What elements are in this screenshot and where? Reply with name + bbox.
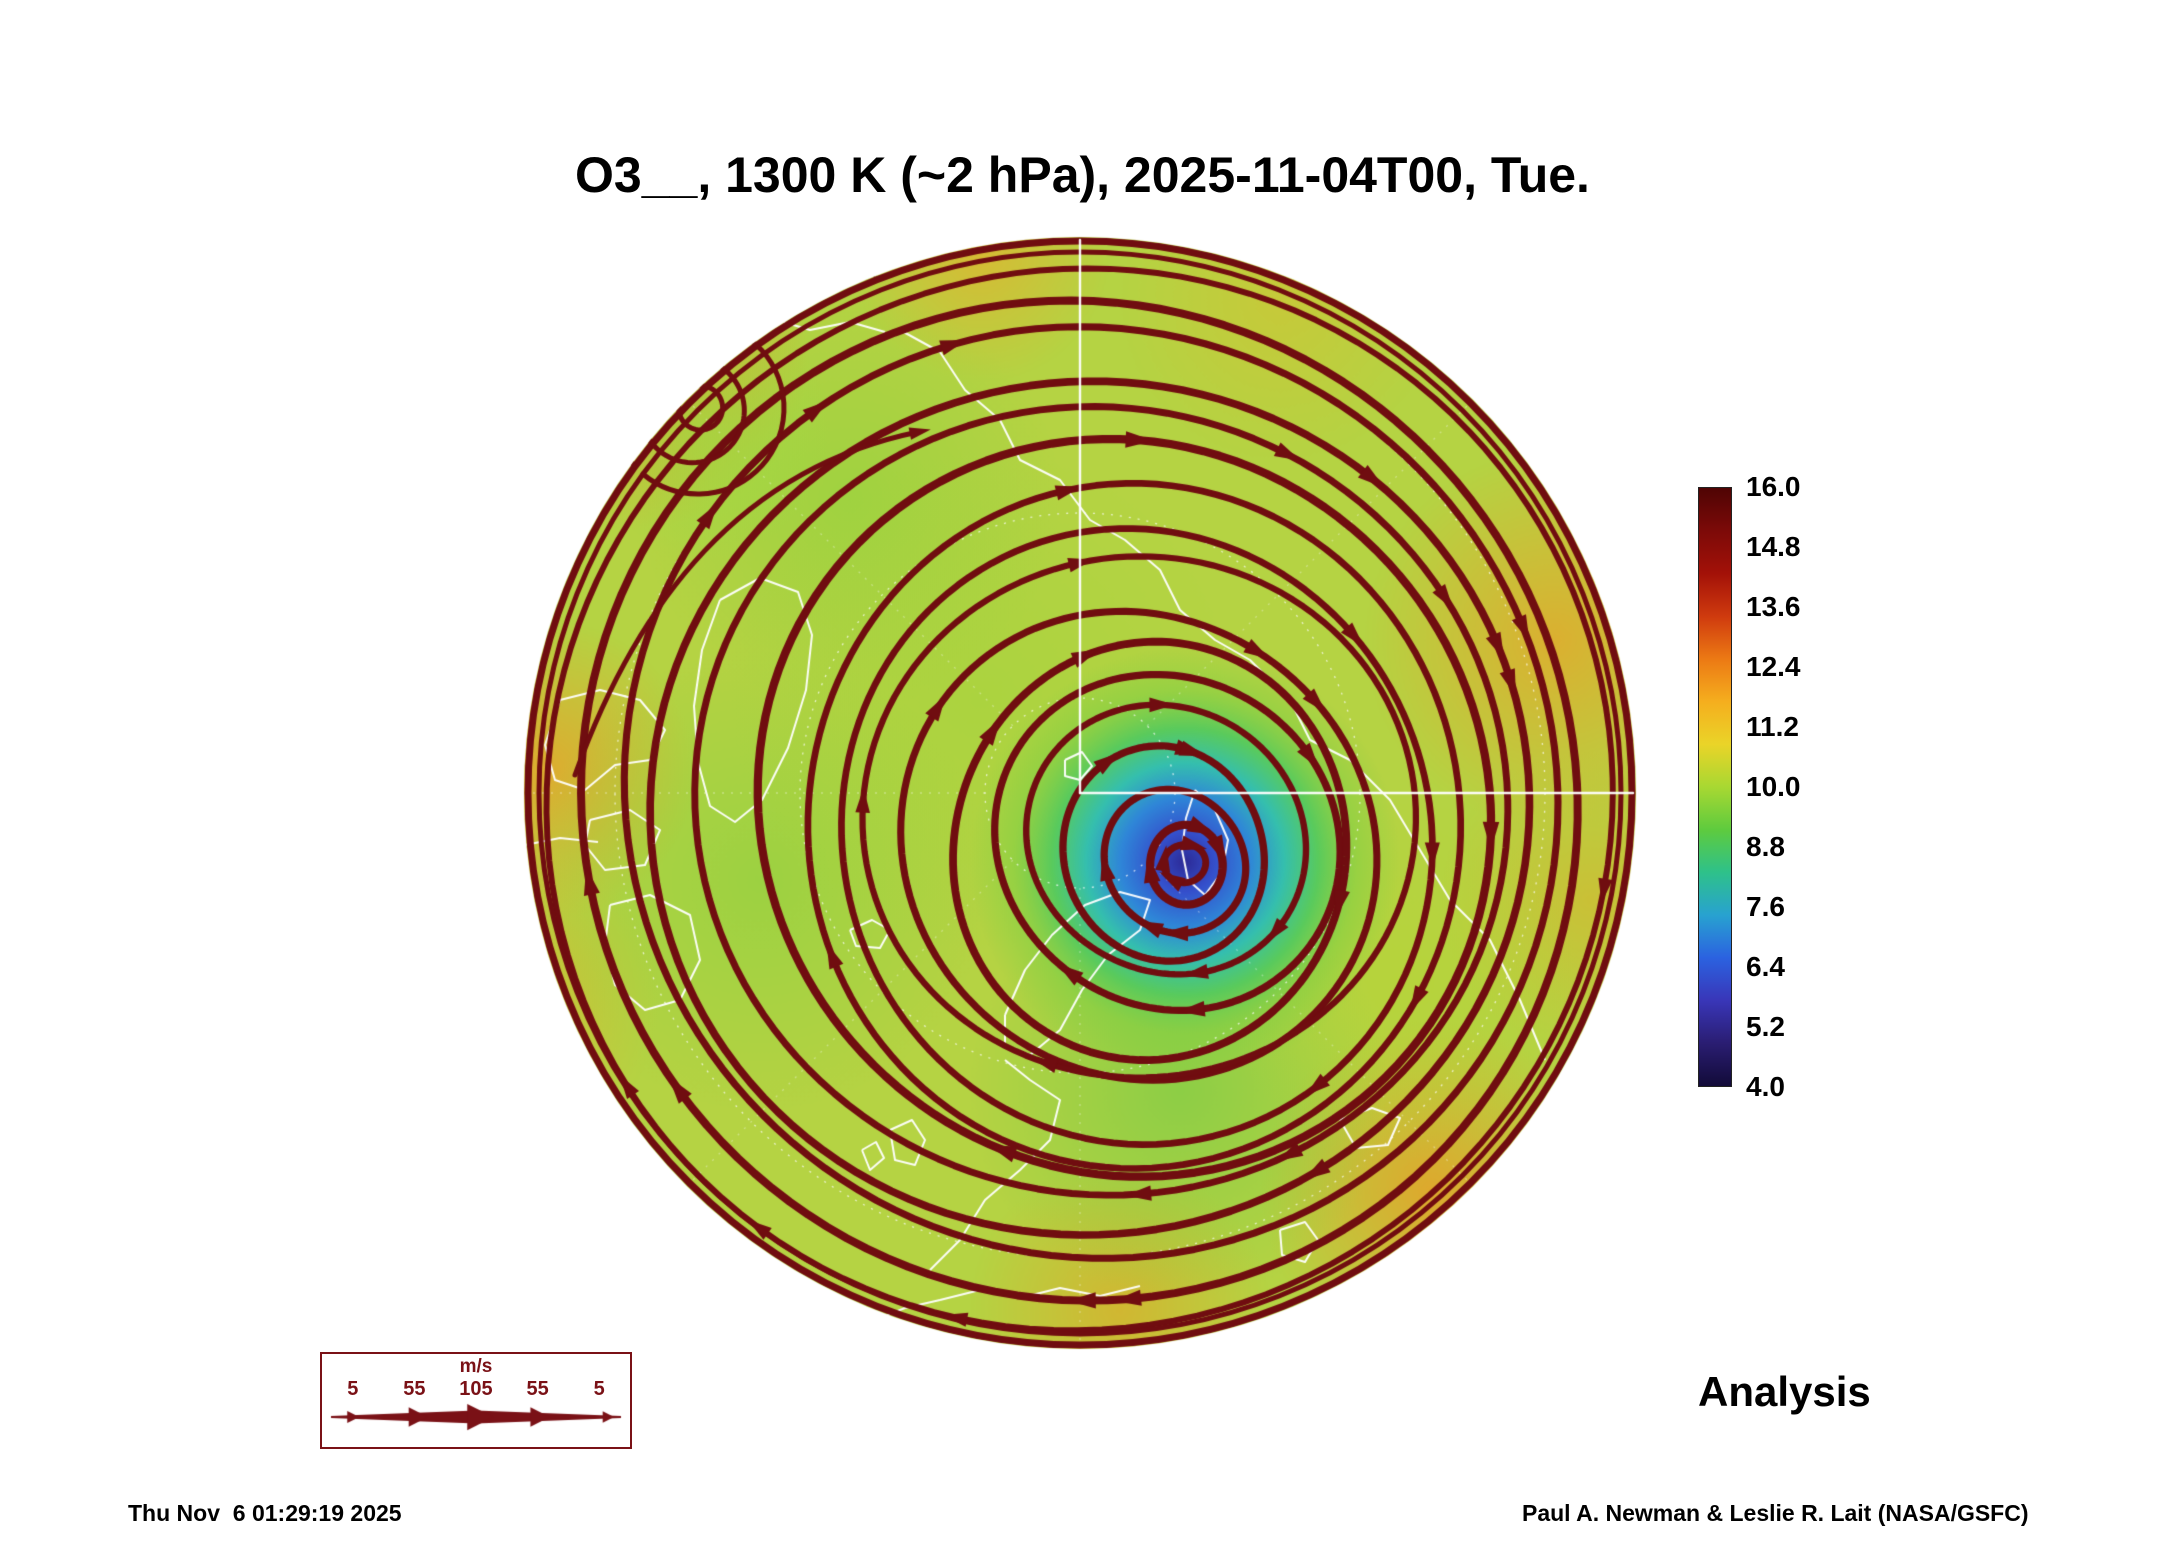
wind-speed-label: 5: [593, 1378, 605, 1400]
colorbar-tick-label: 14.8: [1746, 531, 1801, 562]
wind-speed-label: 55: [526, 1378, 549, 1400]
colorbar-tick-label: 4.0: [1746, 1071, 1785, 1102]
colorbar-tick-label: 5.2: [1746, 1011, 1785, 1042]
colorbar-tick-label: 8.8: [1746, 831, 1785, 862]
wind-speed-label: 5: [347, 1378, 359, 1400]
colorbar: 16.0 14.8 13.6 12.4 11.2 10.0 8.8 7.6 6.4 5.2 4.0: [1698, 471, 1898, 1102]
wind-scale-legend: m/s 5 55 105 55 5: [320, 1352, 632, 1449]
colorbar-ticks: 16.0 14.8 13.6 12.4 11.2 10.0 8.8 7.6 6.4 5.2 4.0: [1746, 471, 1896, 1102]
wind-speed-label: 105: [459, 1378, 493, 1400]
colorbar-tick-label: 13.6: [1746, 591, 1801, 622]
generation-timestamp: Thu Nov 6 01:29:19 2025: [128, 1500, 402, 1526]
colorbar-gradient: [1698, 487, 1732, 1087]
wind-speed-label: 55: [403, 1378, 426, 1400]
wind-speed-labels: 5 55 105 55 5: [322, 1378, 630, 1400]
wind-units-label: m/s: [459, 1356, 493, 1377]
colorbar-tick-label: 12.4: [1746, 651, 1801, 682]
colorbar-tick-label: 6.4: [1746, 951, 1785, 982]
wind-scale-arrow: [323, 1402, 629, 1438]
colorbar-tick-label: 7.6: [1746, 891, 1785, 922]
analysis-label: Analysis: [1698, 1368, 1871, 1415]
credit-label: Paul A. Newman & Leslie R. Lait (NASA/GS…: [1522, 1500, 2029, 1526]
colorbar-tick-label: 16.0: [1746, 471, 1801, 502]
colorbar-tick-label: 11.2: [1746, 711, 1799, 742]
colorbar-tick-label: 10.0: [1746, 771, 1801, 802]
